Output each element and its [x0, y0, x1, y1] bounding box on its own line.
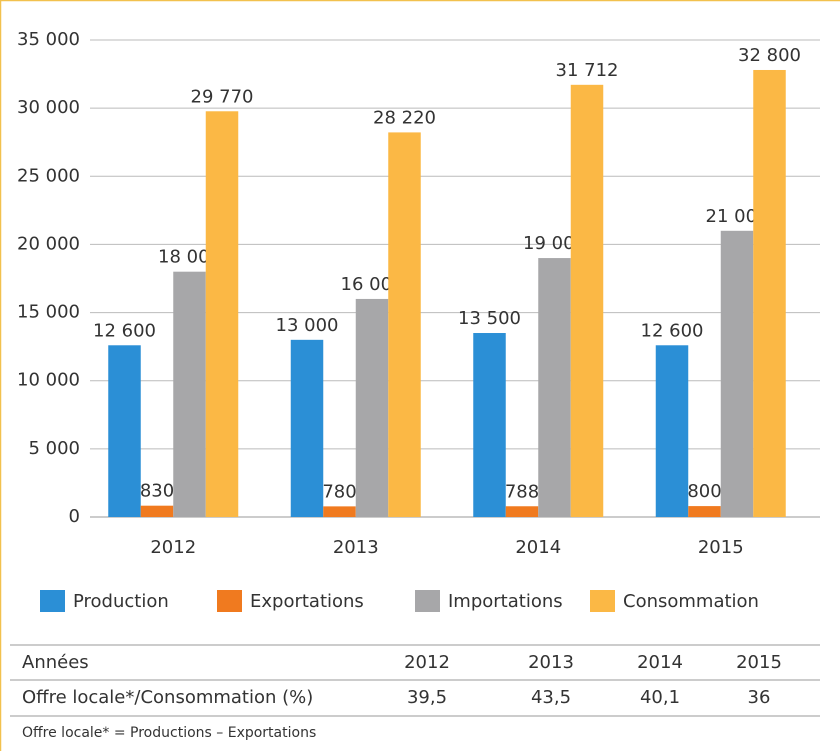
value-label: 18 000	[158, 247, 221, 268]
legend-swatch	[590, 590, 615, 612]
value-label: 28 220	[373, 107, 436, 128]
y-tick-label: 30 000	[17, 97, 80, 118]
table-cell: 2014	[637, 652, 683, 673]
value-label: 12 600	[641, 320, 704, 341]
value-label: 29 770	[191, 86, 254, 107]
y-tick-label: 25 000	[17, 165, 80, 186]
x-tick-label: 2014	[515, 537, 561, 558]
table-cell: 36	[748, 687, 771, 708]
table-cell: 2015	[736, 652, 782, 673]
table-cell: 2013	[528, 652, 574, 673]
bar	[473, 333, 506, 517]
y-tick-label: 20 000	[17, 233, 80, 254]
y-tick-label: 0	[69, 506, 80, 527]
y-tick-label: 35 000	[17, 29, 80, 50]
value-label: 13 500	[458, 308, 521, 329]
x-tick-label: 2013	[333, 537, 379, 558]
bar	[688, 506, 721, 517]
value-label: 32 800	[738, 45, 801, 66]
legend-label: Exportations	[250, 591, 364, 612]
bar	[205, 111, 239, 517]
x-tick-label: 2015	[698, 537, 744, 558]
legend-swatch	[217, 590, 242, 612]
legend-label: Importations	[448, 591, 563, 612]
value-label: 788	[505, 481, 539, 502]
bar	[753, 69, 786, 518]
footnote: Offre locale* = Productions – Exportatio…	[22, 725, 316, 741]
value-label: 800	[687, 481, 721, 502]
table-cell: 40,1	[640, 687, 680, 708]
value-label: 19 000	[523, 233, 586, 254]
value-label: 21 000	[706, 206, 769, 227]
value-label: 830	[140, 481, 174, 502]
value-label: 16 000	[341, 274, 404, 295]
bar	[388, 132, 421, 517]
legend-swatch	[415, 590, 440, 612]
value-label: 12 600	[93, 320, 156, 341]
bar	[570, 84, 604, 518]
y-tick-label: 5 000	[28, 438, 80, 459]
legend-swatch	[40, 590, 65, 612]
table-cell: Offre locale*/Consommation (%)	[22, 687, 313, 708]
table-cell: 2012	[404, 652, 450, 673]
value-label: 13 000	[276, 315, 339, 336]
bar	[538, 258, 571, 517]
legend-label: Production	[73, 591, 169, 612]
table-cell: 43,5	[531, 687, 571, 708]
y-tick-label: 10 000	[17, 370, 80, 391]
legend-label: Consommation	[623, 591, 759, 612]
table-cell: 39,5	[407, 687, 447, 708]
bar	[655, 345, 689, 517]
x-tick-label: 2012	[150, 537, 196, 558]
bar	[108, 345, 141, 517]
bar	[355, 298, 389, 517]
table-cell: Années	[22, 652, 89, 673]
bar	[323, 506, 356, 517]
bar	[720, 230, 754, 518]
value-label: 31 712	[556, 60, 619, 81]
bar	[505, 506, 539, 517]
bar	[140, 505, 174, 517]
bar	[290, 339, 324, 517]
bar	[173, 271, 206, 517]
value-label: 780	[322, 481, 356, 502]
y-tick-label: 15 000	[17, 302, 80, 323]
